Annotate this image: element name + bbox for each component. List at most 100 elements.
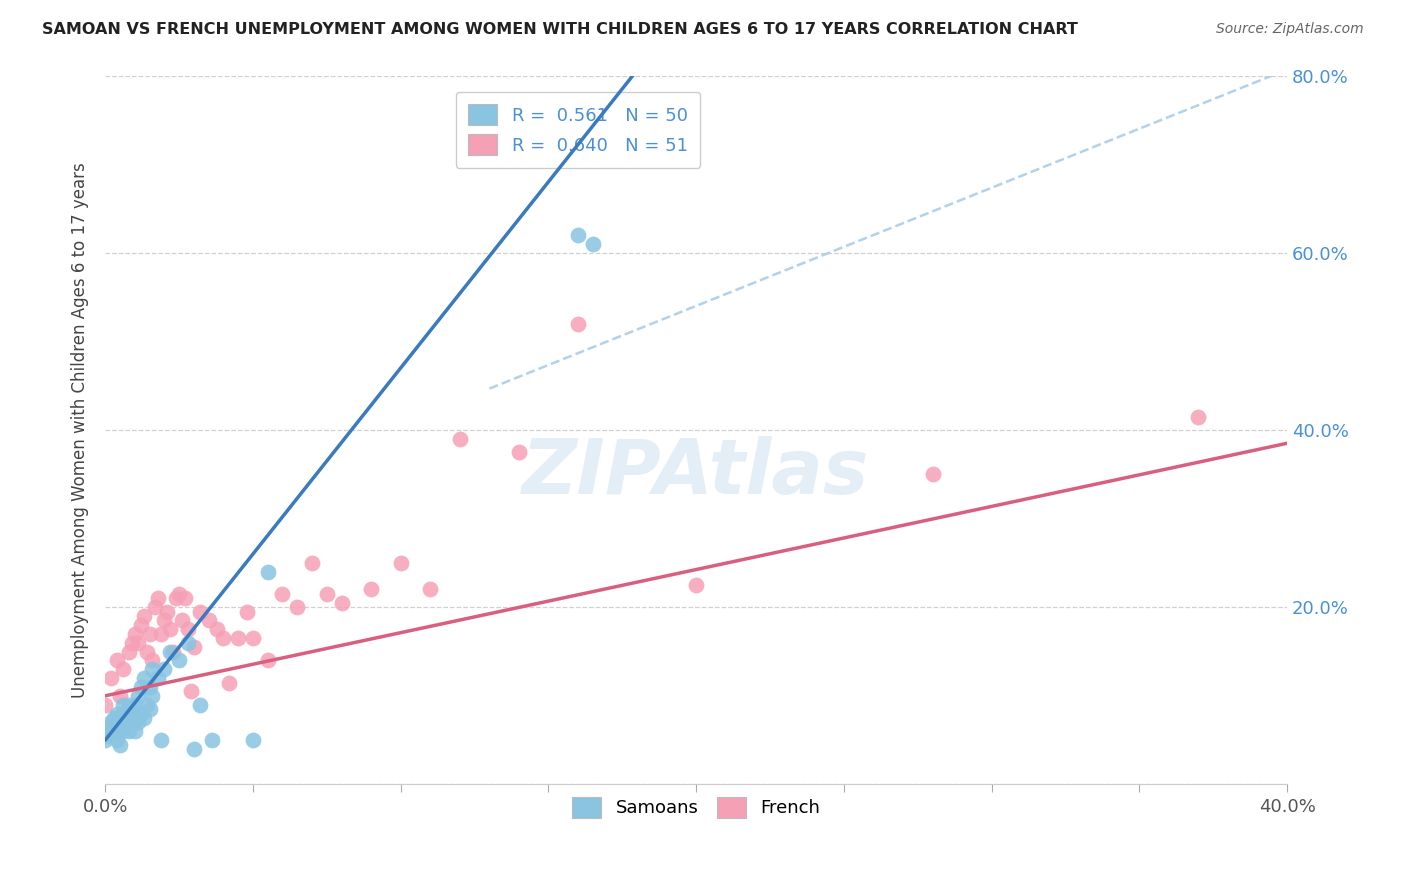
Point — [127, 689, 149, 703]
Point — [389, 556, 412, 570]
Point — [118, 711, 141, 725]
Point — [177, 635, 200, 649]
Legend: Samoans, French: Samoans, French — [565, 789, 827, 825]
Point — [121, 702, 143, 716]
Point — [132, 711, 155, 725]
Point — [330, 596, 353, 610]
Point — [449, 432, 471, 446]
Point — [197, 614, 219, 628]
Point — [118, 698, 141, 712]
Point — [138, 627, 160, 641]
Point — [129, 618, 152, 632]
Point — [94, 733, 117, 747]
Point — [159, 644, 181, 658]
Point — [138, 702, 160, 716]
Point — [183, 640, 205, 654]
Point — [159, 623, 181, 637]
Point — [111, 698, 134, 712]
Text: Source: ZipAtlas.com: Source: ZipAtlas.com — [1216, 22, 1364, 37]
Point — [108, 720, 131, 734]
Point — [183, 742, 205, 756]
Point — [153, 614, 176, 628]
Point — [124, 724, 146, 739]
Point — [105, 706, 128, 721]
Point — [582, 236, 605, 251]
Point — [97, 720, 120, 734]
Point — [105, 724, 128, 739]
Point — [111, 662, 134, 676]
Point — [167, 653, 190, 667]
Point — [207, 623, 229, 637]
Point — [124, 698, 146, 712]
Point — [419, 582, 441, 597]
Point — [135, 644, 157, 658]
Point — [177, 623, 200, 637]
Point — [301, 556, 323, 570]
Point — [141, 662, 163, 676]
Point — [127, 635, 149, 649]
Point — [111, 724, 134, 739]
Point — [236, 605, 259, 619]
Point — [567, 317, 589, 331]
Point — [141, 689, 163, 703]
Point — [105, 653, 128, 667]
Point — [180, 684, 202, 698]
Point — [145, 600, 167, 615]
Point — [100, 724, 122, 739]
Point — [127, 715, 149, 730]
Point — [103, 724, 125, 739]
Point — [242, 631, 264, 645]
Point — [1187, 409, 1209, 424]
Y-axis label: Unemployment Among Women with Children Ages 6 to 17 years: Unemployment Among Women with Children A… — [72, 162, 89, 698]
Point — [115, 715, 138, 730]
Point — [100, 715, 122, 730]
Point — [226, 631, 249, 645]
Point — [167, 587, 190, 601]
Point — [150, 627, 173, 641]
Point — [315, 587, 337, 601]
Point — [124, 627, 146, 641]
Point — [118, 644, 141, 658]
Point — [508, 445, 530, 459]
Point — [141, 653, 163, 667]
Point — [256, 565, 278, 579]
Point — [360, 582, 382, 597]
Point — [111, 706, 134, 721]
Text: SAMOAN VS FRENCH UNEMPLOYMENT AMONG WOMEN WITH CHILDREN AGES 6 TO 17 YEARS CORRE: SAMOAN VS FRENCH UNEMPLOYMENT AMONG WOME… — [42, 22, 1078, 37]
Point — [153, 662, 176, 676]
Point — [685, 578, 707, 592]
Point — [567, 227, 589, 242]
Point — [132, 671, 155, 685]
Point — [132, 609, 155, 624]
Point — [188, 605, 211, 619]
Point — [129, 680, 152, 694]
Point — [100, 671, 122, 685]
Point — [108, 738, 131, 752]
Point — [121, 635, 143, 649]
Point — [150, 733, 173, 747]
Point — [162, 644, 184, 658]
Point — [121, 715, 143, 730]
Point — [129, 706, 152, 721]
Point — [188, 698, 211, 712]
Point — [285, 600, 308, 615]
Point — [97, 729, 120, 743]
Point — [108, 689, 131, 703]
Point — [148, 591, 170, 606]
Point — [256, 653, 278, 667]
Point — [921, 467, 943, 482]
Point — [218, 675, 240, 690]
Point — [108, 711, 131, 725]
Point — [103, 711, 125, 725]
Point — [94, 698, 117, 712]
Point — [135, 698, 157, 712]
Point — [115, 706, 138, 721]
Point — [165, 591, 187, 606]
Point — [271, 587, 294, 601]
Text: ZIPAtlas: ZIPAtlas — [523, 435, 870, 509]
Point — [212, 631, 235, 645]
Point — [124, 711, 146, 725]
Point — [138, 680, 160, 694]
Point — [156, 605, 179, 619]
Point — [148, 671, 170, 685]
